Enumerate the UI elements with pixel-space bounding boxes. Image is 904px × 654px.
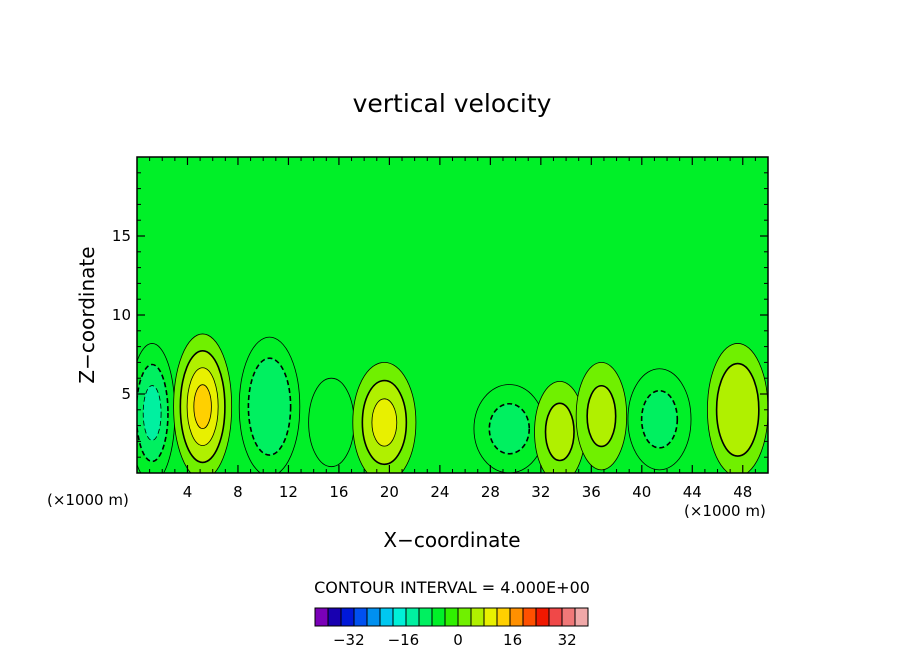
velocity-cell [308,377,355,468]
color-legend: −32 −16 0 16 32 [314,607,589,649]
x-unit-left: (×1000 m) [47,491,129,509]
legend-swatch [509,607,524,627]
legend-swatch [366,607,381,627]
y-axis: 5 10 15 [112,172,768,458]
plot-area [137,157,768,473]
legend-swatch [522,607,537,627]
x-tick-label: 20 [380,483,399,501]
legend-swatch [483,607,498,627]
legend-swatch [470,607,485,627]
legend-swatch [444,607,459,627]
legend-swatch [327,607,342,627]
contour-band [640,389,679,449]
legend-swatch [561,607,576,627]
legend-swatch [340,607,355,627]
legend-swatch [418,607,433,627]
legend-swatch [496,607,511,627]
legend-tick-label: 16 [503,631,522,649]
x-tick-label: 12 [279,483,298,501]
x-tick-label: 40 [632,483,651,501]
contour-band [308,377,355,468]
contour-interval-label: CONTOUR INTERVAL = 4.000E+00 [314,578,590,597]
y-axis-label: Z−coordinate [75,246,99,383]
legend-swatch [314,607,329,627]
velocity-cell [137,343,176,473]
y-tick-label: 15 [112,227,131,245]
legend-swatch [574,607,589,627]
x-axis-label: X−coordinate [383,528,520,552]
legend-tick-label: −32 [333,631,365,649]
velocity-cells [137,333,768,473]
x-axis: 4 8 12 16 20 24 28 32 36 40 44 48 [149,157,756,501]
velocity-cell [575,361,628,471]
x-tick-label: 4 [183,483,193,501]
legend-tick-label: 0 [453,631,463,649]
contour-band [193,384,212,430]
x-tick-label: 48 [733,483,752,501]
contour-band [247,357,292,456]
contour-band [586,384,617,448]
velocity-cell [352,362,417,473]
contour-band [488,402,531,455]
legend-tick-label: 32 [558,631,577,649]
legend-swatch [431,607,446,627]
legend-swatch [457,607,472,627]
chart-title: vertical velocity [353,89,552,118]
contour-band [142,385,162,441]
x-tick-label: 8 [233,483,243,501]
legend-tick-label: −16 [388,631,420,649]
x-tick-label: 36 [582,483,601,501]
x-tick-label: 32 [531,483,550,501]
legend-swatch [535,607,550,627]
x-tick-label: 44 [683,483,702,501]
x-tick-label: 16 [329,483,348,501]
velocity-cell [627,368,692,471]
x-tick-label: 24 [430,483,449,501]
y-tick-label: 5 [121,385,131,403]
velocity-cell [238,336,301,473]
contour-band [371,398,398,447]
contour-band [544,402,575,462]
legend-swatch [353,607,368,627]
velocity-cell [707,343,768,473]
velocity-cell [473,384,546,473]
y-tick-label: 10 [112,306,131,324]
velocity-cell [173,333,233,473]
legend-swatch [405,607,420,627]
x-tick-label: 28 [481,483,500,501]
legend-swatch [392,607,407,627]
legend-swatch [379,607,394,627]
contour-band [715,362,760,457]
x-unit-right: (×1000 m) [684,502,766,520]
legend-swatch [548,607,563,627]
